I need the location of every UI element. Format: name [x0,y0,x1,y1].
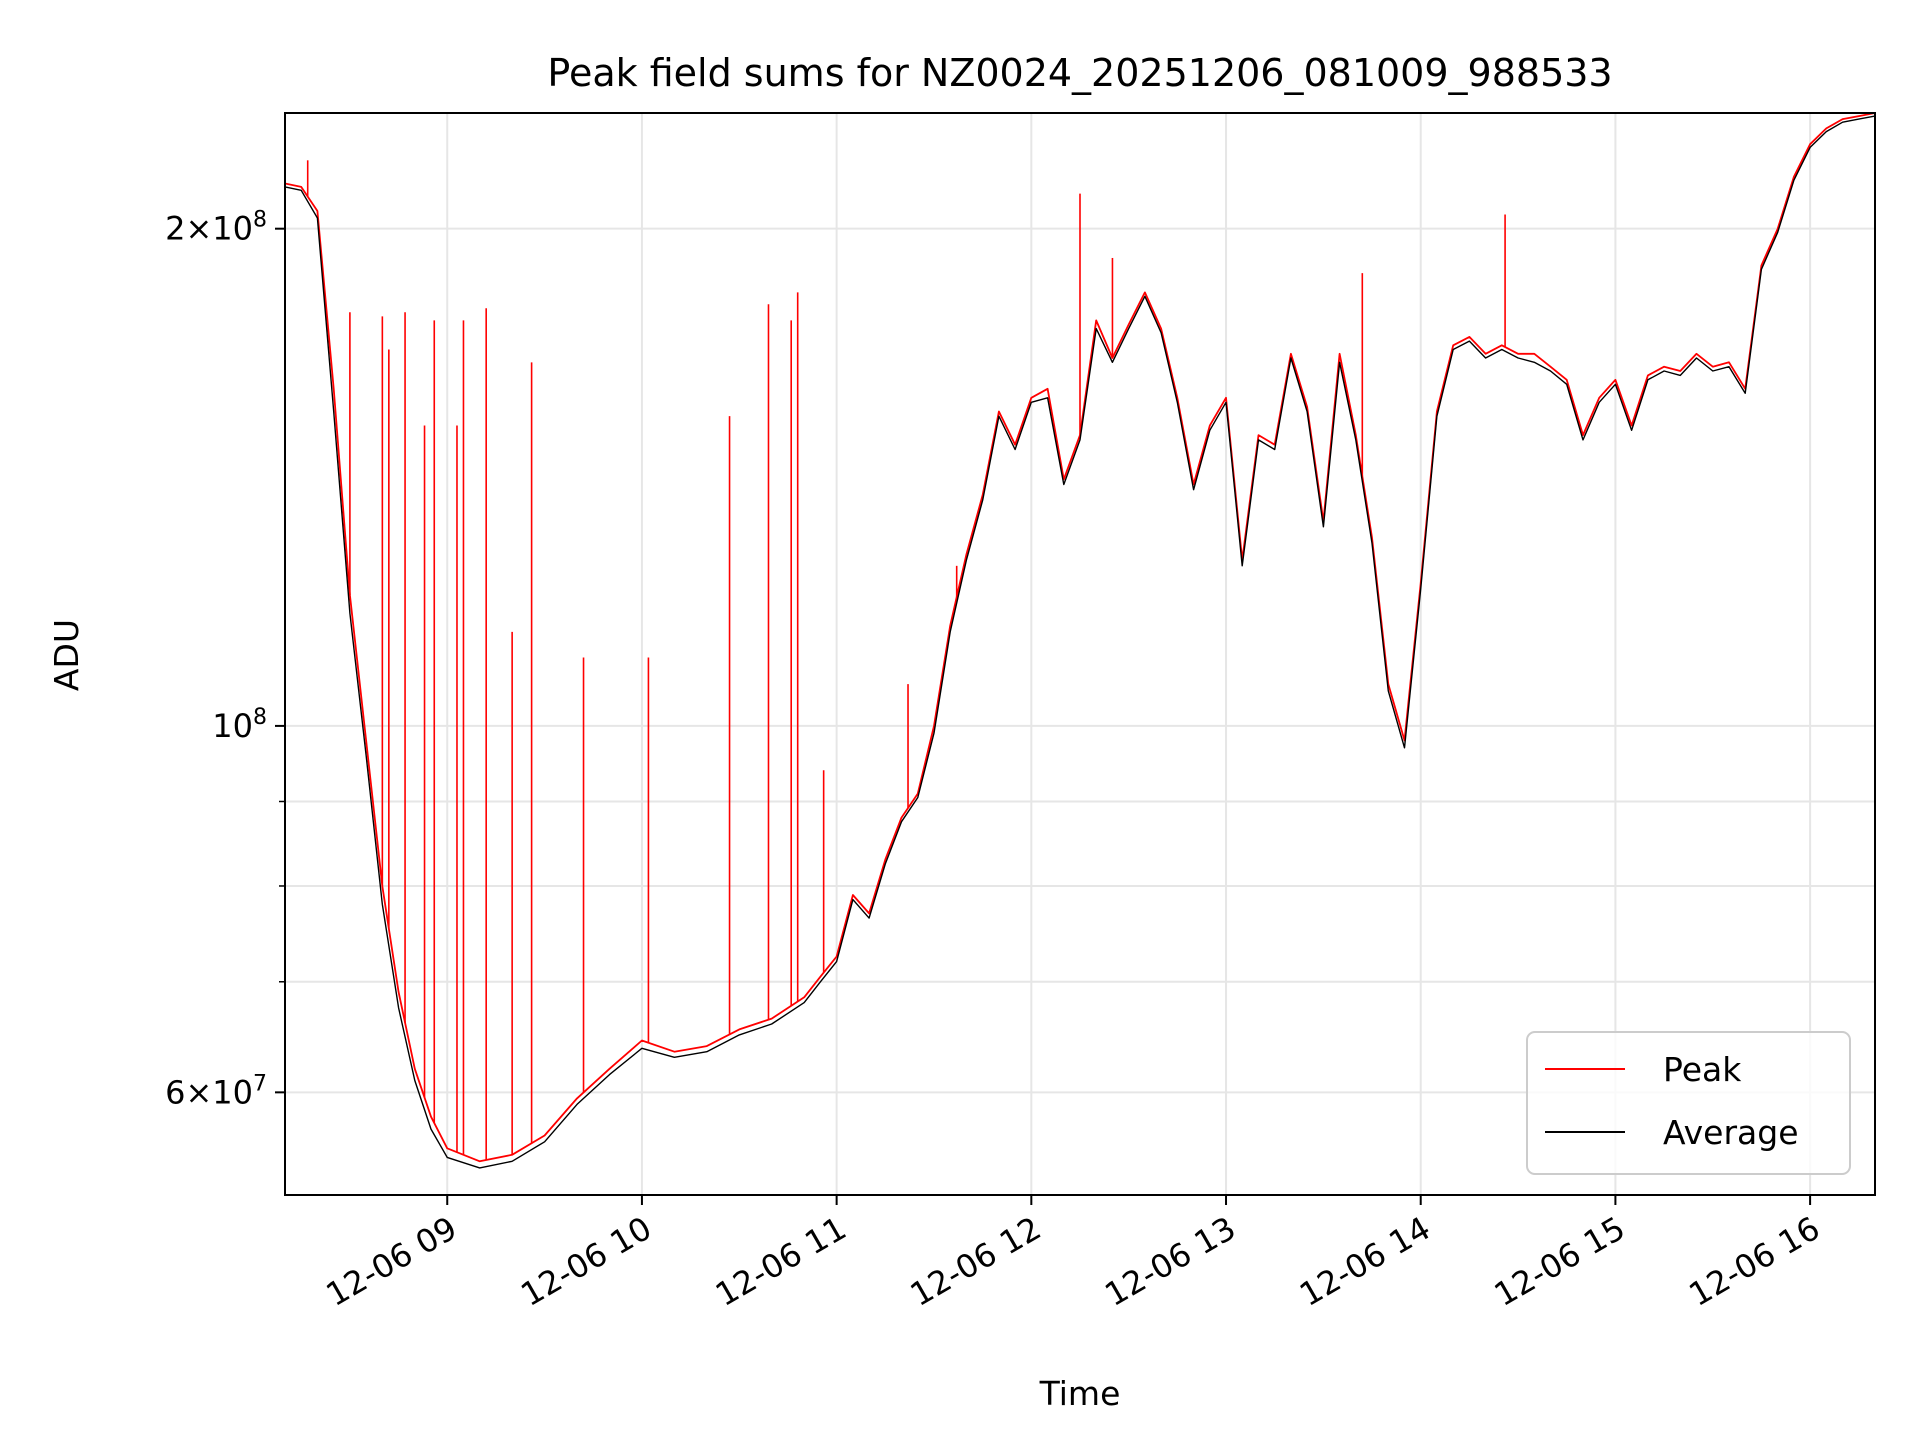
plot-frame [284,112,1876,1196]
series-peak-line [285,113,1875,1163]
legend-peak-label: Peak [1663,1050,1742,1089]
y-tick-label: 108 [212,705,267,745]
y-tick-label: 6×107 [165,1071,267,1111]
series-average-line [285,115,1875,1169]
chart-title: Peak field sums for NZ0024_20251206_0810… [547,51,1612,95]
y-axis-label: ADU [47,619,86,691]
legend-box [1526,1031,1851,1175]
series-layer [285,113,1875,1169]
legend: Peak Average [1526,1031,1851,1175]
series-peak-group [285,113,1875,1163]
grid [285,113,1875,1195]
x-axis-label: Time [1039,1374,1121,1413]
y-tick-label: 2×108 [165,208,267,248]
series-average-group [285,115,1875,1169]
legend-average-label: Average [1663,1113,1799,1152]
